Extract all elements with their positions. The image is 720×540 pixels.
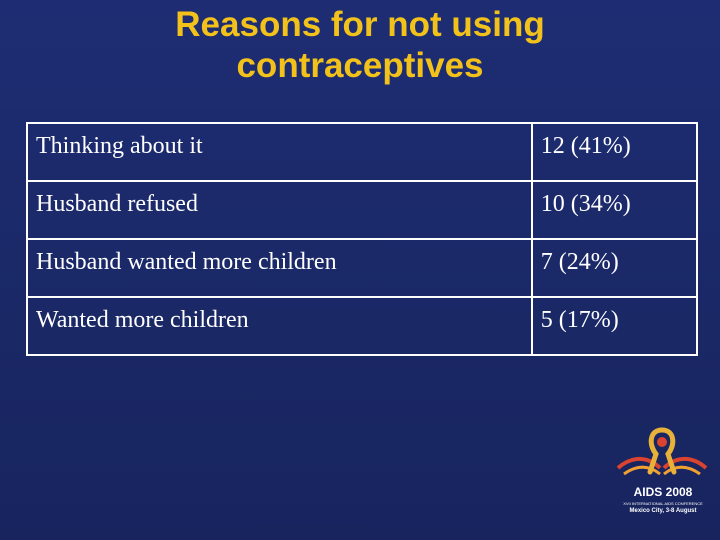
logo-location: Mexico City, 3-8 August <box>629 508 697 514</box>
reasons-table: Thinking about it 12 (41%) Husband refus… <box>26 122 699 356</box>
ribbon-icon <box>616 427 708 476</box>
count-cell: 12 (41%) <box>530 122 699 182</box>
table-row: Thinking about it 12 (41%) <box>26 122 699 182</box>
logo-conference: XVII INTERNATIONAL AIDS CONFERENCE <box>623 501 703 506</box>
slide-title-line-1: Reasons for not using <box>175 5 545 44</box>
slide-title-line-2: contraceptives <box>236 46 484 85</box>
reason-cell: Thinking about it <box>26 122 533 182</box>
reason-cell: Husband refused <box>26 180 533 240</box>
table-row: Wanted more children 5 (17%) <box>26 296 699 356</box>
count-cell: 10 (34%) <box>530 180 699 240</box>
count-cell: 5 (17%) <box>530 296 699 356</box>
aids-2008-logo: AIDS 2008 XVII INTERNATIONAL AIDS CONFER… <box>610 424 714 534</box>
reason-cell: Husband wanted more children <box>26 238 533 298</box>
logo-name: AIDS 2008 <box>633 485 693 499</box>
table-row: Husband wanted more children 7 (24%) <box>26 238 699 298</box>
reason-cell: Wanted more children <box>26 296 533 356</box>
table-row: Husband refused 10 (34%) <box>26 180 699 240</box>
slide-title: Reasons for not using contraceptives <box>60 4 660 86</box>
count-cell: 7 (24%) <box>530 238 699 298</box>
